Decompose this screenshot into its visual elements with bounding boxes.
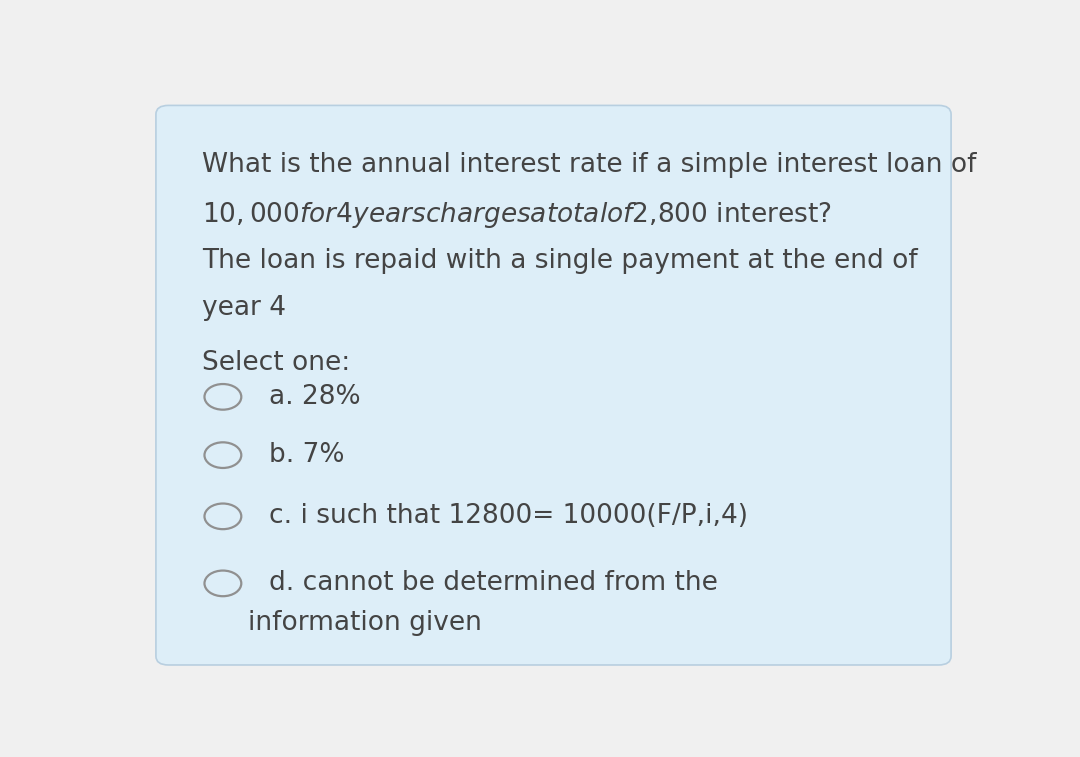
Text: year 4: year 4 [202, 295, 286, 322]
Text: The loan is repaid with a single payment at the end of: The loan is repaid with a single payment… [202, 248, 918, 273]
Text: a. 28%: a. 28% [269, 384, 361, 410]
FancyBboxPatch shape [156, 105, 951, 665]
Text: d. cannot be determined from the: d. cannot be determined from the [269, 570, 718, 597]
Text: $10,000 for 4 years charges a total of $2,800 interest?: $10,000 for 4 years charges a total of $… [202, 200, 832, 230]
Text: b. 7%: b. 7% [269, 442, 345, 468]
Text: information given: information given [248, 610, 482, 636]
Text: Select one:: Select one: [202, 350, 350, 376]
Text: What is the annual interest rate if a simple interest loan of: What is the annual interest rate if a si… [202, 152, 976, 178]
Text: c. i such that 12800= 10000(F/P,i,4): c. i such that 12800= 10000(F/P,i,4) [269, 503, 748, 529]
